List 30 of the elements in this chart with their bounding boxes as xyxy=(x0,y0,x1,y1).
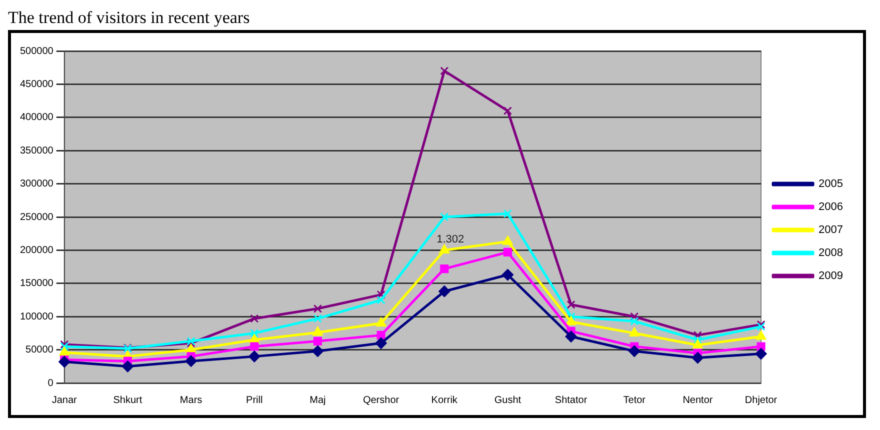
y-tick-label: 450000 xyxy=(20,78,54,90)
x-tick-label: Tetor xyxy=(623,394,646,406)
legend-label: 2007 xyxy=(818,224,844,236)
legend-label: 2009 xyxy=(818,270,844,282)
y-tick-label: 150000 xyxy=(20,278,54,290)
legend-label: 2005 xyxy=(818,178,844,190)
y-tick-label: 250000 xyxy=(20,212,54,223)
x-tick-label: Korrik xyxy=(431,394,458,406)
y-tick-label: 400000 xyxy=(20,112,54,124)
x-tick-label: Nentor xyxy=(682,394,714,406)
chart-title: The trend of visitors in recent years xyxy=(8,8,251,28)
y-tick-label: 50000 xyxy=(26,344,54,356)
x-tick-label: Mars xyxy=(180,394,202,406)
annotation: 1.302 xyxy=(436,234,464,246)
x-tick-label: Dhjetor xyxy=(744,394,778,406)
x-tick-label: Maj xyxy=(310,394,326,406)
legend-label: 2006 xyxy=(818,201,844,214)
y-tick-label: 200000 xyxy=(20,244,54,256)
y-tick-label: 500000 xyxy=(20,46,54,57)
y-tick-label: 350000 xyxy=(20,145,54,156)
y-tick-label: 300000 xyxy=(20,178,54,190)
y-tick-label: 100000 xyxy=(20,311,54,322)
x-tick-label: Janar xyxy=(52,394,78,406)
x-tick-label: Shtator xyxy=(554,394,588,406)
y-tick-label: 0 xyxy=(48,378,54,389)
legend-label: 2008 xyxy=(818,247,844,260)
x-tick-label: Shkurt xyxy=(113,394,142,406)
x-tick-label: Gusht xyxy=(494,394,522,406)
x-tick-label: Prill xyxy=(246,394,263,406)
x-tick-label: Qershor xyxy=(362,394,400,406)
